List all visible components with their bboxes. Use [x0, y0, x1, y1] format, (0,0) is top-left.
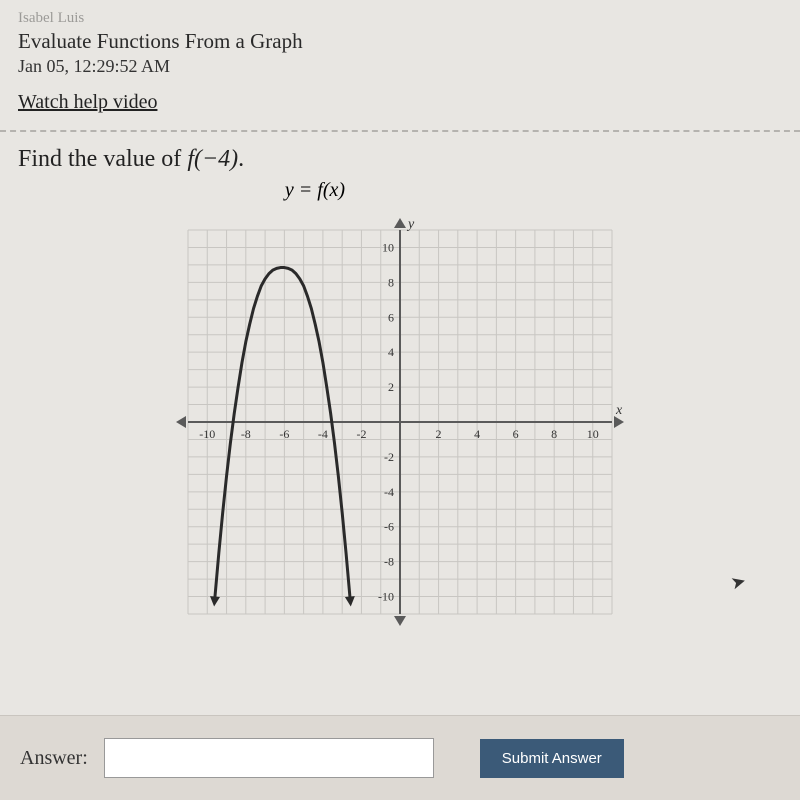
student-name: Isabel Luis — [18, 10, 782, 27]
answer-bar: Answer: Submit Answer — [0, 715, 800, 800]
question-prefix: Find the value of — [18, 146, 187, 172]
svg-text:y: y — [406, 217, 415, 232]
svg-text:2: 2 — [388, 380, 394, 394]
submit-button[interactable]: Submit Answer — [480, 739, 624, 778]
svg-text:-10: -10 — [199, 427, 215, 441]
svg-text:-10: -10 — [378, 590, 394, 604]
svg-text:10: 10 — [382, 240, 394, 254]
section-separator — [0, 130, 800, 132]
svg-text:-6: -6 — [279, 427, 289, 441]
svg-text:-2: -2 — [384, 450, 394, 464]
answer-label: Answer: — [20, 747, 88, 770]
svg-text:10: 10 — [587, 427, 599, 441]
svg-text:8: 8 — [551, 427, 557, 441]
svg-text:4: 4 — [388, 345, 394, 359]
graph-equation-label: y = f(x) — [0, 179, 800, 202]
graph-container: -10 -8 -6 -4 -2 2 4 6 8 10 -10 -8 -6 -4 -2 2 4 6 8 10 x y — [0, 206, 800, 640]
help-video-link[interactable]: Watch help video — [18, 91, 157, 114]
svg-text:6: 6 — [513, 427, 519, 441]
svg-text:x: x — [615, 403, 623, 418]
svg-text:-8: -8 — [241, 427, 251, 441]
svg-text:-4: -4 — [384, 485, 394, 499]
svg-text:6: 6 — [388, 310, 394, 324]
svg-text:8: 8 — [388, 275, 394, 289]
assignment-title: Evaluate Functions From a Graph — [18, 29, 782, 54]
question-expression: f(−4) — [187, 146, 238, 172]
svg-text:-4: -4 — [318, 427, 328, 441]
function-graph: -10 -8 -6 -4 -2 2 4 6 8 10 -10 -8 -6 -4 -2 2 4 6 8 10 x y — [170, 212, 630, 632]
svg-text:-2: -2 — [356, 427, 366, 441]
question-suffix: . — [238, 146, 244, 172]
svg-text:-6: -6 — [384, 520, 394, 534]
timestamp: Jan 05, 12:29:52 AM — [18, 56, 782, 77]
assignment-header: Isabel Luis Evaluate Functions From a Gr… — [0, 0, 800, 122]
answer-input[interactable] — [104, 738, 434, 778]
svg-text:2: 2 — [436, 427, 442, 441]
svg-text:4: 4 — [474, 427, 480, 441]
question-prompt: Find the value of f(−4). — [0, 146, 800, 179]
svg-text:-8: -8 — [384, 555, 394, 569]
